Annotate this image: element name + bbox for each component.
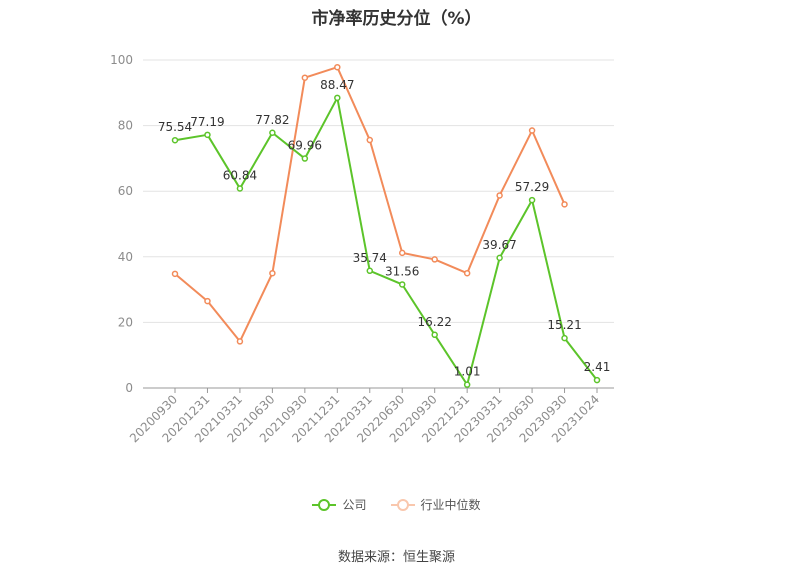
data-point xyxy=(204,297,211,305)
data-label: 31.56 xyxy=(385,264,419,278)
series-line xyxy=(174,66,566,343)
data-label: 15.21 xyxy=(547,318,581,332)
y-tick-label: 80 xyxy=(118,119,133,133)
data-point xyxy=(366,136,374,144)
data-point xyxy=(269,269,276,277)
y-tick-label: 60 xyxy=(118,184,133,198)
data-label: 57.29 xyxy=(515,180,549,194)
data-label: 16.22 xyxy=(418,315,452,329)
data-point xyxy=(561,201,568,208)
data-label: 35.74 xyxy=(353,251,387,265)
data-label: 2.41 xyxy=(584,360,611,374)
data-point xyxy=(334,94,341,102)
data-point xyxy=(496,254,503,262)
data-point xyxy=(171,270,179,278)
data-label: 75.54 xyxy=(158,120,192,134)
data-point xyxy=(463,381,471,388)
data-point xyxy=(301,155,309,162)
data-label: 88.47 xyxy=(320,78,354,92)
source-note: 数据来源：恒生聚源 xyxy=(337,550,455,565)
y-tick-label: 20 xyxy=(118,315,133,329)
data-point xyxy=(398,281,406,288)
data-point xyxy=(463,269,471,277)
gridlines xyxy=(143,59,614,323)
legend-label-industry-median: 行业中位数 xyxy=(420,498,481,512)
data-point xyxy=(431,331,438,339)
y-tick-label: 40 xyxy=(118,250,133,264)
legend-swatch-company xyxy=(312,498,337,512)
data-point xyxy=(528,196,536,204)
legend-item-industry-median[interactable]: 行业中位数 xyxy=(390,496,481,513)
data-point xyxy=(269,129,276,137)
x-axis: 2020093020201231202103312021063020210930… xyxy=(127,387,614,445)
data-label: 69.96 xyxy=(288,139,322,153)
series-group xyxy=(171,63,601,388)
data-point xyxy=(593,376,601,384)
legend-label-company: 公司 xyxy=(342,498,367,512)
data-label: 77.19 xyxy=(190,115,224,129)
data-point xyxy=(204,131,211,139)
data-label: 39.67 xyxy=(482,238,516,252)
data-label: 60.84 xyxy=(223,168,257,182)
data-point xyxy=(171,136,179,144)
data-point xyxy=(528,127,536,134)
y-tick-label: 100 xyxy=(110,53,133,67)
data-point xyxy=(561,334,568,342)
data-label: 1.01 xyxy=(454,365,481,379)
data-point xyxy=(496,192,503,199)
legend-item-company[interactable]: 公司 xyxy=(312,496,367,513)
data-point xyxy=(398,249,406,257)
chart-title: 市净率历史分位（%） xyxy=(311,9,482,29)
data-point xyxy=(431,256,438,263)
y-axis: 0 20 40 60 80 100 xyxy=(110,53,133,395)
legend-swatch-industry-median xyxy=(390,498,415,512)
data-point xyxy=(236,338,244,345)
data-point xyxy=(301,74,309,81)
data-point xyxy=(334,63,341,71)
data-point xyxy=(366,267,374,275)
data-label: 77.82 xyxy=(255,113,289,127)
series-line xyxy=(174,96,598,386)
legend: 公司 行业中位数 xyxy=(0,496,793,513)
data-point xyxy=(236,185,244,192)
y-tick-label: 0 xyxy=(125,381,133,395)
